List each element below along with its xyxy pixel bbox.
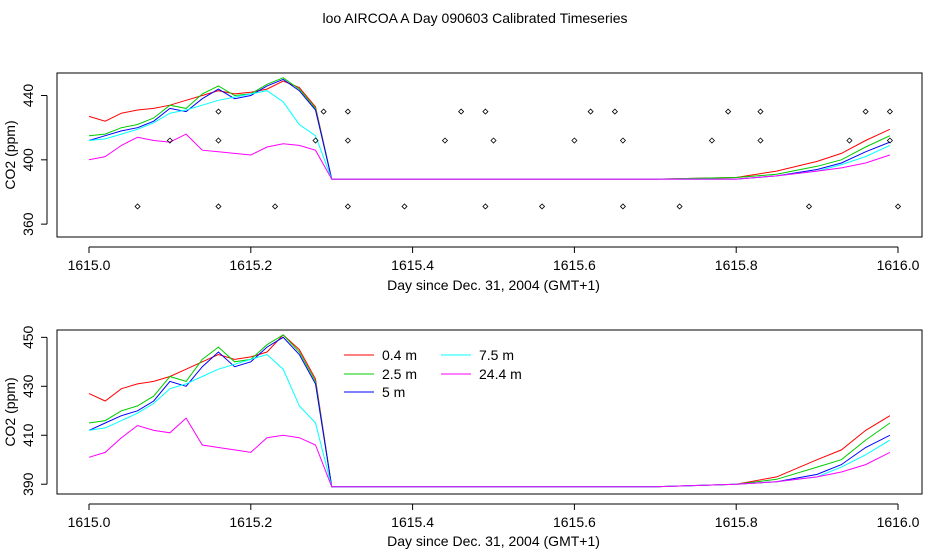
- marker-point-5: [215, 137, 222, 144]
- marker-point-32: [708, 137, 715, 144]
- marker-point-17: [441, 137, 449, 144]
- marker-point-31: [676, 203, 683, 210]
- y-axis-label-1: CO2 (ppm): [2, 120, 18, 189]
- marker-point-37: [790, 238, 795, 243]
- marker-point-24: [538, 203, 546, 210]
- marker-point-21: [482, 108, 489, 115]
- marker-point-6: [215, 108, 222, 115]
- marker-point-22: [490, 137, 497, 144]
- x-tick-label-2-3: 1615.6: [553, 514, 596, 530]
- marker-point-2: [166, 137, 173, 144]
- y-tick-label-1-1: 400: [20, 148, 36, 172]
- marker-point-33: [725, 108, 732, 115]
- marker-point-7: [256, 238, 261, 243]
- series-line-1-2: [88, 78, 891, 180]
- marker-point-44: [896, 238, 901, 243]
- marker-point-43: [894, 203, 902, 210]
- x-tick-label-1-0: 1615.0: [68, 257, 111, 273]
- marker-point-35: [757, 137, 764, 144]
- marker-point-38: [805, 203, 813, 210]
- series-line-1-0: [88, 80, 891, 180]
- marker-point-40: [862, 108, 869, 115]
- marker-point-20: [482, 203, 489, 210]
- page-title: loo AIRCOA A Day 090603 Calibrated Times…: [322, 10, 628, 26]
- series-line-2-4: [88, 417, 891, 488]
- marker-point-15: [386, 238, 391, 243]
- legend-label-4: 24.4 m: [479, 366, 522, 382]
- y-tick-label-2-2: 430: [20, 374, 36, 398]
- marker-point-26: [587, 108, 594, 115]
- marker-point-30: [653, 238, 658, 243]
- marker-point-4: [215, 203, 222, 210]
- marker-point-13: [344, 108, 351, 115]
- x-tick-label-2-0: 1615.0: [68, 514, 111, 530]
- y-axis-label-2: CO2 (ppm): [2, 377, 18, 446]
- series-line-2-0: [88, 334, 891, 488]
- marker-point-0: [119, 238, 124, 243]
- marker-point-23: [523, 238, 528, 243]
- x-axis-label-2: Day since Dec. 31, 2004 (GMT+1): [387, 533, 600, 549]
- x-tick-label-1-5: 1616.0: [877, 257, 920, 273]
- marker-point-11: [344, 203, 351, 210]
- marker-point-36: [757, 108, 764, 115]
- y-tick-label-2-1: 410: [20, 423, 36, 447]
- plot-frame-1: [56, 72, 923, 238]
- y-tick-label-1-2: 440: [20, 84, 36, 108]
- marker-point-8: [272, 203, 279, 210]
- marker-point-10: [320, 108, 327, 115]
- x-tick-label-2-5: 1616.0: [877, 514, 920, 530]
- plot-frame-2: [56, 329, 923, 495]
- marker-point-18: [458, 108, 465, 115]
- x-tick-label-1-2: 1615.4: [391, 257, 434, 273]
- x-tick-label-2-1: 1615.2: [229, 514, 272, 530]
- series-line-1-3: [88, 90, 891, 180]
- marker-point-29: [619, 203, 627, 210]
- x-tick-label-2-2: 1615.4: [391, 514, 434, 530]
- series-line-1-1: [88, 77, 891, 180]
- legend-label-2: 5 m: [382, 384, 405, 400]
- marker-point-34: [750, 238, 755, 243]
- y-tick-label-1-0: 360: [20, 212, 36, 236]
- marker-point-3: [216, 238, 221, 243]
- marker-point-28: [619, 137, 627, 144]
- y-tick-label-2-0: 390: [20, 472, 36, 496]
- marker-point-39: [846, 137, 853, 144]
- x-tick-label-1-1: 1615.2: [229, 257, 272, 273]
- marker-point-14: [353, 238, 358, 243]
- marker-point-9: [312, 137, 319, 144]
- marker-point-12: [344, 137, 351, 144]
- x-tick-label-1-3: 1615.6: [553, 257, 596, 273]
- marker-point-1: [134, 203, 141, 210]
- y-tick-label-2-3: 450: [20, 325, 36, 349]
- legend-label-3: 7.5 m: [479, 347, 514, 363]
- series-line-2-1: [88, 334, 891, 488]
- legend-label-0: 0.4 m: [382, 347, 417, 363]
- marker-point-25: [571, 137, 578, 144]
- marker-point-42: [886, 137, 893, 144]
- x-axis-label-1: Day since Dec. 31, 2004 (GMT+1): [387, 277, 600, 293]
- x-tick-label-1-4: 1615.8: [715, 257, 758, 273]
- marker-point-19: [483, 238, 488, 243]
- x-tick-label-2-4: 1615.8: [715, 514, 758, 530]
- legend-label-1: 2.5 m: [382, 366, 417, 382]
- marker-point-41: [886, 108, 893, 115]
- series-line-1-4: [88, 133, 891, 180]
- marker-point-16: [401, 203, 408, 210]
- marker-point-27: [611, 108, 618, 115]
